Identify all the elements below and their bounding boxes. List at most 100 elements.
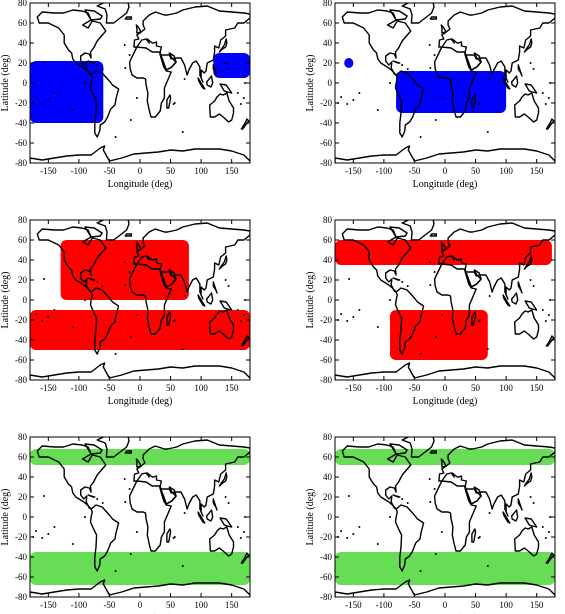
region-southern-subpolar bbox=[30, 552, 250, 585]
island-mark bbox=[376, 326, 379, 328]
island-mark bbox=[43, 278, 46, 280]
coastline-baffin bbox=[84, 9, 103, 21]
island-mark bbox=[434, 553, 437, 555]
coastline-borneo bbox=[205, 75, 214, 88]
x-tick-label: -50 bbox=[103, 383, 115, 393]
x-axis-label: Longitude (deg) bbox=[108, 396, 173, 407]
coastline-newguinea bbox=[524, 517, 538, 528]
coastline-cuba bbox=[392, 60, 401, 64]
coastline-newzealand bbox=[545, 552, 555, 564]
island-mark bbox=[549, 299, 552, 301]
coastline-japan bbox=[218, 255, 228, 270]
island-mark bbox=[389, 516, 391, 518]
y-tick-label: 60 bbox=[18, 18, 28, 28]
coastline-iceland bbox=[429, 16, 438, 20]
island-mark bbox=[358, 309, 361, 311]
island-mark bbox=[71, 109, 74, 111]
coastline-australia bbox=[209, 309, 235, 340]
coastline-sumatra bbox=[502, 511, 511, 524]
island-mark bbox=[135, 314, 138, 316]
coastline-britain bbox=[440, 24, 447, 34]
island-mark bbox=[419, 353, 422, 355]
y-tick-label: 0 bbox=[23, 295, 28, 305]
coastline-arabia bbox=[465, 271, 482, 288]
island-mark bbox=[135, 531, 138, 533]
x-tick-label: -50 bbox=[103, 166, 115, 176]
coastline-sumatra bbox=[197, 511, 206, 524]
coastline-northAmerica bbox=[341, 9, 412, 76]
region-north-america-atlantic bbox=[60, 240, 189, 300]
x-tick-label: -150 bbox=[40, 383, 57, 393]
island-mark bbox=[389, 82, 391, 84]
island-mark bbox=[114, 570, 117, 572]
island-mark bbox=[239, 103, 242, 105]
coastline-cuba bbox=[392, 277, 401, 281]
island-mark bbox=[488, 512, 491, 514]
y-tick-label: -40 bbox=[15, 118, 27, 128]
coastline-philippines bbox=[517, 281, 523, 294]
y-tick-label: -40 bbox=[320, 552, 332, 562]
island-mark bbox=[128, 271, 131, 273]
island-mark bbox=[549, 516, 552, 518]
y-tick-label: -20 bbox=[320, 532, 332, 542]
y-axis-label: Latitude (deg) bbox=[305, 55, 316, 112]
x-tick-label: -100 bbox=[71, 383, 88, 393]
coastline-northAmerica bbox=[36, 9, 107, 76]
y-tick-label: 60 bbox=[323, 18, 333, 28]
island-mark bbox=[429, 67, 432, 69]
coastline-eurasia bbox=[133, 5, 250, 83]
coastline-baffin bbox=[389, 9, 408, 21]
y-tick-label: -80 bbox=[15, 592, 27, 602]
x-axis-label: Longitude (deg) bbox=[108, 179, 173, 190]
x-tick-label: 150 bbox=[225, 383, 239, 393]
island-mark bbox=[135, 97, 138, 99]
island-mark bbox=[434, 119, 437, 121]
y-tick-label: 60 bbox=[323, 452, 333, 462]
island-mark bbox=[244, 82, 247, 84]
y-tick-label: 0 bbox=[23, 78, 28, 88]
island-mark bbox=[486, 348, 489, 350]
island-mark bbox=[348, 495, 351, 497]
coastline-antarctica bbox=[335, 362, 555, 380]
coastline-greenland bbox=[401, 437, 435, 458]
x-tick-label: 100 bbox=[194, 600, 208, 610]
coastline-eurasia bbox=[438, 222, 555, 300]
coastline-newguinea bbox=[524, 300, 538, 311]
island-mark bbox=[53, 309, 56, 311]
island-mark bbox=[429, 501, 432, 503]
island-mark bbox=[71, 326, 74, 328]
island-mark bbox=[541, 309, 544, 311]
x-tick-label: 50 bbox=[166, 166, 176, 176]
coastline-japan bbox=[218, 472, 228, 487]
coastline-borneo bbox=[510, 75, 519, 88]
island-mark bbox=[346, 537, 349, 539]
coastline-africa bbox=[433, 480, 477, 552]
island-mark bbox=[532, 285, 535, 287]
coastline-iceland bbox=[124, 233, 133, 237]
coastline-australia bbox=[209, 92, 235, 123]
y-tick-label: -80 bbox=[15, 375, 27, 385]
region-western-pacific bbox=[213, 53, 250, 78]
island-mark bbox=[340, 313, 343, 315]
island-mark bbox=[71, 543, 74, 545]
coastline-greenland bbox=[401, 220, 435, 241]
island-mark bbox=[529, 496, 532, 498]
coastline-greenland bbox=[401, 3, 435, 24]
x-tick-label: -150 bbox=[345, 383, 362, 393]
coastline-northAmerica bbox=[341, 226, 412, 293]
y-tick-label: 80 bbox=[323, 0, 333, 8]
x-tick-label: 100 bbox=[499, 383, 513, 393]
x-tick-label: 150 bbox=[530, 600, 544, 610]
coastline-africa bbox=[128, 263, 172, 335]
region-southern-hemisphere bbox=[30, 310, 250, 350]
island-mark bbox=[340, 530, 343, 532]
x-tick-label: 0 bbox=[443, 600, 448, 610]
coastline-newzealand bbox=[240, 335, 250, 347]
y-tick-label: -80 bbox=[15, 158, 27, 168]
x-tick-label: 150 bbox=[225, 166, 239, 176]
x-tick-label: -100 bbox=[71, 166, 88, 176]
coastline-madagascar bbox=[166, 528, 172, 543]
y-tick-label: 40 bbox=[323, 472, 333, 482]
island-mark bbox=[123, 261, 126, 263]
x-tick-label: 0 bbox=[138, 166, 143, 176]
